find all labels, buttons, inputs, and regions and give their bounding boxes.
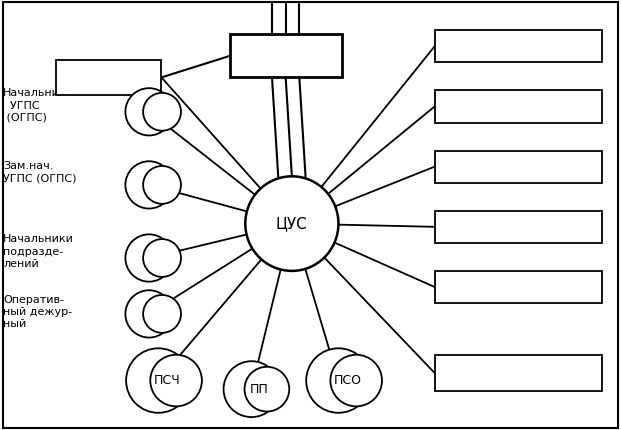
- Text: УВД: УВД: [504, 39, 533, 53]
- Ellipse shape: [143, 93, 181, 131]
- Ellipse shape: [330, 355, 382, 406]
- Text: ПСО: ПСО: [333, 374, 361, 387]
- Text: ГАТС: ГАТС: [268, 49, 304, 63]
- Bar: [435, 30, 602, 62]
- Text: Горгаз: Горгаз: [494, 160, 543, 174]
- Bar: [230, 34, 342, 77]
- Ellipse shape: [306, 348, 371, 413]
- Ellipse shape: [125, 290, 173, 338]
- Text: Другие службы: Другие службы: [461, 366, 576, 380]
- Bar: [435, 90, 602, 123]
- Ellipse shape: [126, 348, 191, 413]
- Ellipse shape: [150, 355, 202, 406]
- Text: ПСЧ: ПСЧ: [154, 374, 181, 387]
- Bar: [56, 60, 161, 95]
- Ellipse shape: [125, 88, 173, 135]
- Text: Оператив-
ный дежур-
ный: Оператив- ный дежур- ный: [3, 295, 72, 329]
- Bar: [435, 355, 602, 391]
- Text: Горводопровод: Горводопровод: [462, 220, 575, 234]
- Bar: [435, 211, 602, 243]
- Text: Скорая помощь: Скорая помощь: [461, 99, 576, 114]
- Ellipse shape: [245, 176, 338, 271]
- Text: Зам.нач.
УГПС (ОГПС): Зам.нач. УГПС (ОГПС): [3, 161, 76, 184]
- Ellipse shape: [224, 361, 279, 417]
- Text: Начальники
подразде-
лений: Начальники подразде- лений: [3, 234, 74, 269]
- Ellipse shape: [125, 234, 173, 282]
- Bar: [435, 150, 602, 183]
- Ellipse shape: [125, 161, 173, 209]
- Text: УАТС: УАТС: [91, 71, 127, 84]
- Text: Начальник
  УГПС
 (ОГПС): Начальник УГПС (ОГПС): [3, 88, 66, 123]
- Ellipse shape: [143, 166, 181, 204]
- Ellipse shape: [245, 367, 289, 412]
- Ellipse shape: [143, 295, 181, 333]
- Text: ПП: ПП: [250, 383, 268, 396]
- Text: ЦУС: ЦУС: [276, 216, 308, 231]
- Ellipse shape: [143, 239, 181, 277]
- Text: Горэнерго: Горэнерго: [481, 280, 556, 294]
- Bar: [435, 271, 602, 303]
